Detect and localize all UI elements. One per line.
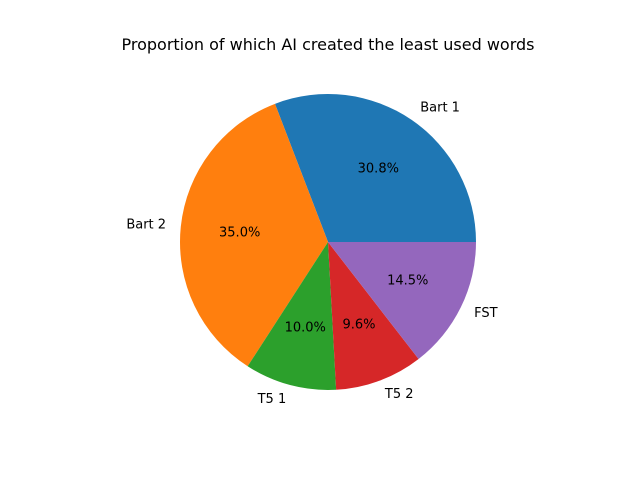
slice-percent-bart-1: 30.8%	[358, 161, 399, 176]
slice-percent-bart-2: 35.0%	[219, 225, 260, 240]
slice-label-t5-1: T5 1	[257, 392, 287, 407]
pie-slice-t5-2	[328, 242, 419, 390]
slice-label-t5-2: T5 2	[384, 387, 414, 402]
pie-labels: Bart 1 30.8% Bart 2 35.0% T5 1 10.0% T5 2 9.6% F…	[126, 100, 497, 407]
slice-percent-t5-1: 10.0%	[285, 320, 326, 335]
slice-percent-t5-2: 9.6%	[343, 318, 376, 333]
pie-slice-bart-2	[179, 103, 328, 367]
slice-label-fst: FST	[474, 306, 498, 321]
pie-slices	[179, 93, 476, 391]
slice-percent-fst: 14.5%	[387, 274, 428, 289]
pie-slice-fst	[328, 242, 476, 360]
slice-label-bart-2: Bart 2	[126, 218, 166, 233]
pie-slice-bart-1	[274, 93, 476, 243]
slice-label-bart-1: Bart 1	[420, 100, 460, 115]
pie-slice-t5-1	[247, 242, 337, 391]
chart-title: Proportion of which AI created the least…	[122, 35, 535, 54]
